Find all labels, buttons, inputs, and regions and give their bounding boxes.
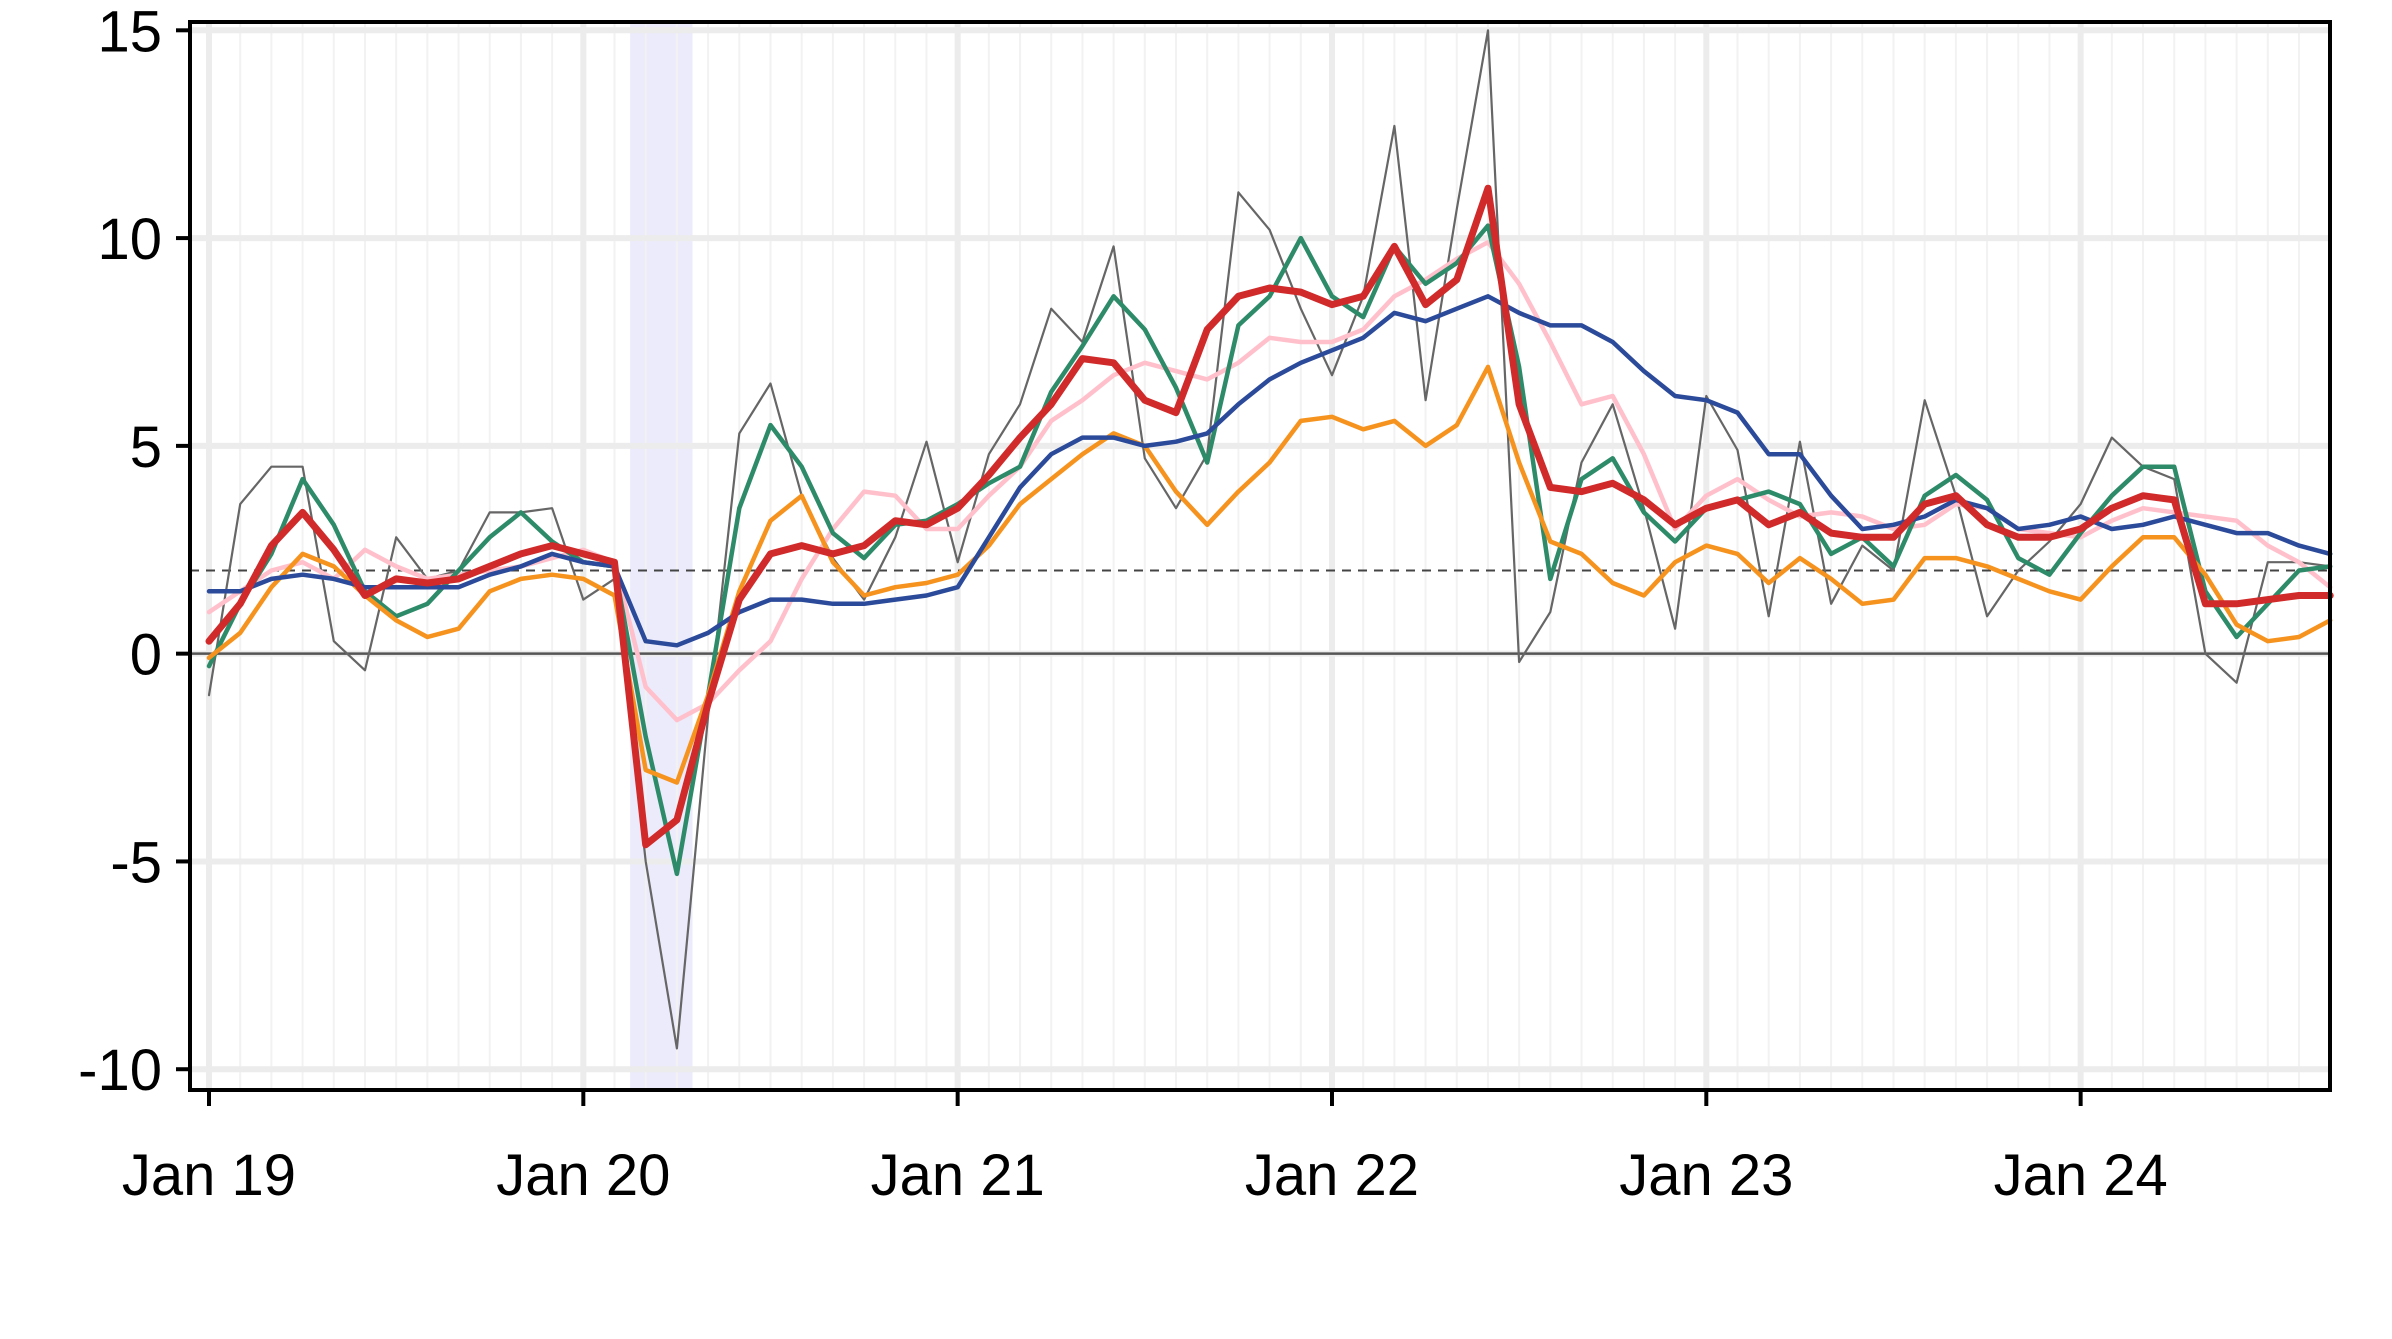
x-tick-label: Jan 21	[871, 1143, 1045, 1208]
y-tick-label: 0	[130, 623, 162, 688]
x-tick-label: Jan 23	[1619, 1143, 1793, 1208]
reference-lines	[190, 569, 2330, 655]
series-lines	[205, 29, 2334, 1050]
axes	[188, 20, 2332, 1092]
y-tick-label: -5	[110, 830, 162, 895]
y-tick-label: 5	[130, 415, 162, 480]
x-axis-ticks: Jan 19 Jan 20 Jan 21 Jan 22 Jan 23 Jan 24	[122, 1090, 2168, 1208]
y-tick-label: -10	[78, 1038, 162, 1103]
y-tick-label: 10	[97, 207, 162, 272]
y-axis-ticks: -10 -5 0 5 10 15	[78, 0, 190, 1103]
shaded-region	[630, 22, 693, 1090]
series-line-4	[206, 364, 2333, 785]
plot-frame	[188, 20, 2332, 1092]
series-line-6	[205, 184, 2334, 849]
series-line-1	[207, 29, 2332, 1050]
series-line-5	[206, 294, 2333, 648]
x-tick-label: Jan 24	[1994, 1143, 2168, 1208]
shaded-period	[630, 22, 693, 1090]
x-tick-label: Jan 22	[1245, 1143, 1419, 1208]
x-tick-label: Jan 19	[122, 1143, 296, 1208]
minor-gridlines	[208, 22, 2300, 1090]
y-tick-label: 15	[97, 0, 162, 64]
x-tick-label: Jan 20	[496, 1143, 670, 1208]
